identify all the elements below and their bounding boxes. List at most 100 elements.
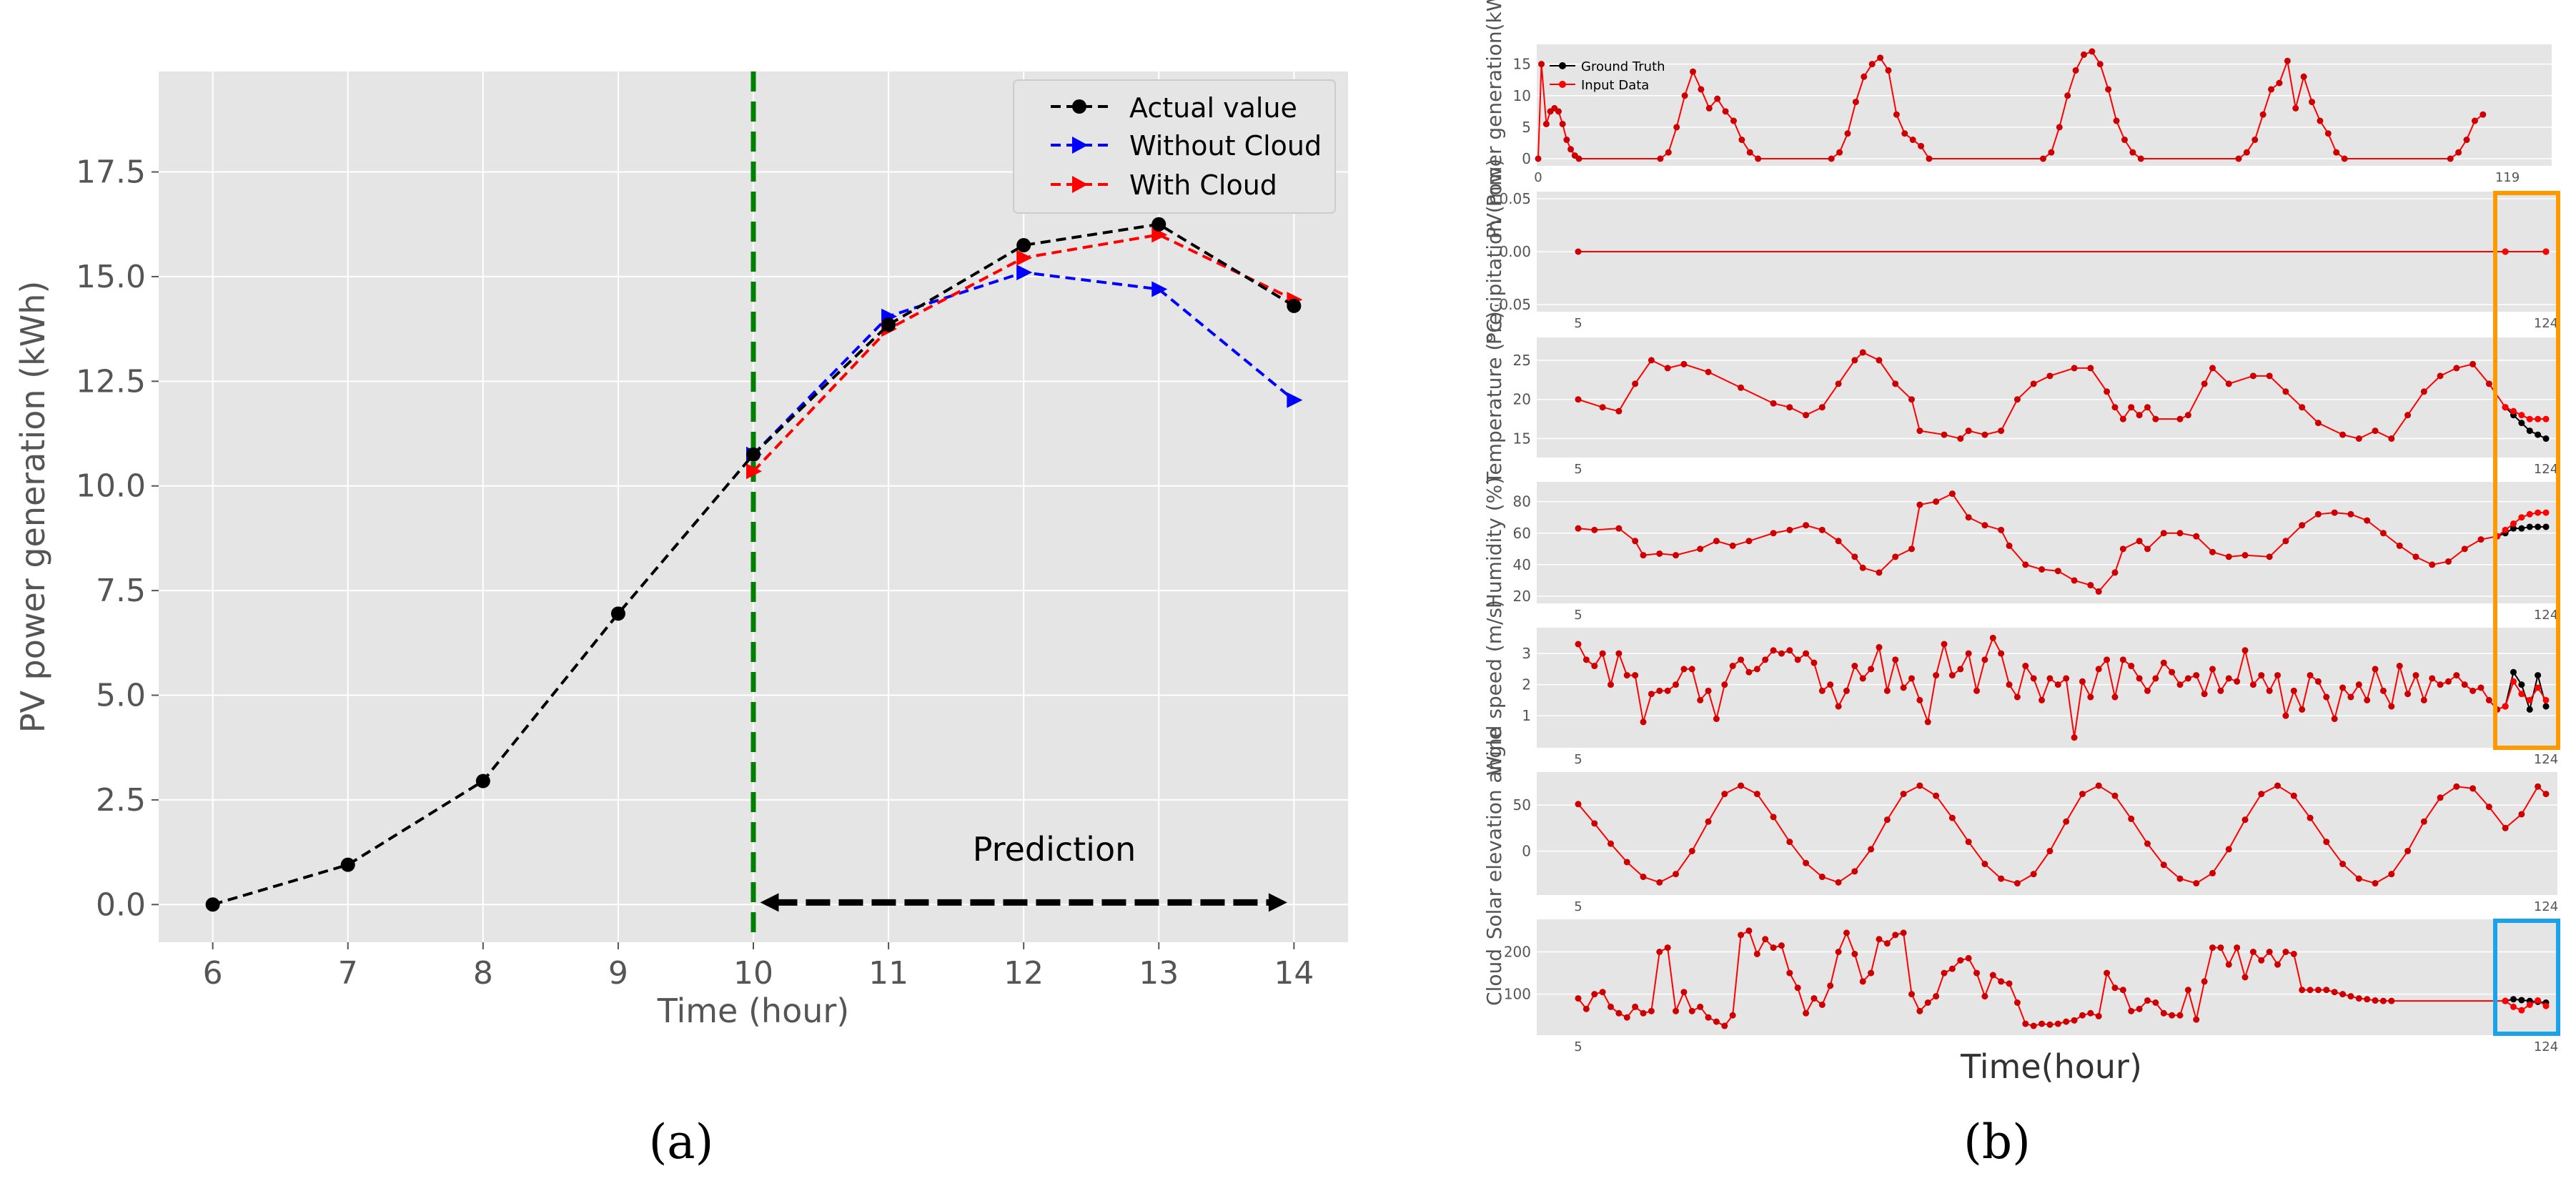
subplot-input-point — [2470, 785, 2477, 792]
subplot-input-point — [1941, 969, 1948, 977]
subplot-forecast-point — [2526, 696, 2533, 703]
subplot-input-point — [2096, 61, 2104, 68]
subplot-forecast-point — [2526, 510, 2533, 518]
subplot-input-point — [2444, 678, 2452, 685]
subplot-input-point — [2314, 678, 2322, 685]
subplot-forecast-point — [2518, 514, 2525, 521]
subplot-input-point — [2136, 675, 2143, 682]
subplot-input-point — [2054, 681, 2061, 688]
subplot-input-point — [1892, 656, 1899, 663]
subplot-input-point — [1681, 92, 1688, 99]
subplot-input-point — [2234, 944, 2241, 952]
subplot-ylabel: Temperature (°C) — [1482, 311, 1506, 485]
a-tick-label-x: 10 — [733, 955, 773, 992]
subplot-input-point — [1876, 643, 1883, 651]
panel-a: 6 7 8 9 10 11 12 13 14 0.0 2.5 5.0 7.5 10.0 12.5 15.0 17… — [14, 71, 1348, 1030]
subplot-input-point — [1981, 431, 1988, 438]
subplot-input-point — [2323, 693, 2330, 701]
subplot-input-point — [2324, 130, 2332, 137]
subplot-input-point — [2217, 687, 2224, 694]
subplot-input-point — [2119, 656, 2126, 663]
subplot-input-point — [2030, 871, 2037, 878]
subplot-input-point — [1770, 814, 1777, 821]
subplot-forecast-point — [2502, 404, 2509, 411]
subplot-input-point — [1909, 137, 1916, 144]
subplot-input-point — [1836, 149, 1843, 156]
subplot-input-point — [2209, 365, 2216, 372]
subplot-input-point — [2087, 1009, 2094, 1017]
subplot-input-point — [1607, 681, 1615, 688]
subplot-input-point — [2347, 510, 2354, 518]
subplot-input-point — [1753, 791, 1760, 798]
subplot-input-point — [2276, 79, 2283, 87]
subplot-input-point — [2225, 553, 2232, 560]
subplot-ylabel: Cloud — [1482, 949, 1506, 1006]
subplot-input-point — [1965, 514, 1972, 521]
legend-label-without-cloud: Without Cloud — [1129, 130, 1322, 162]
subplot-input-point — [1567, 146, 1575, 153]
subplot-input-point — [1640, 718, 1647, 726]
subplot-input-point — [2144, 404, 2151, 411]
subplot-input-point — [1835, 949, 1842, 955]
subplot-input-point — [2152, 415, 2159, 422]
subplot-tick-label-y: 0.05 — [1499, 190, 1531, 207]
subplot-truth-point — [2526, 706, 2533, 713]
subplot-input-point — [2388, 435, 2395, 443]
subplot-input-point — [2048, 149, 2055, 156]
subplot-input-point — [2111, 693, 2119, 701]
subplot-input-point — [2136, 1005, 2143, 1012]
subplot-input-point — [1713, 1018, 1720, 1025]
subplot-input-point — [2364, 517, 2371, 524]
subplot-input-point — [1721, 791, 1728, 798]
subplot-input-point — [2193, 1016, 2200, 1023]
subplot-input-point — [2299, 987, 2306, 994]
subplot-input-point — [1582, 656, 1590, 663]
subplot-input-point — [1818, 874, 1826, 881]
subplot-input-point — [2251, 137, 2259, 144]
subplot-input-point — [1893, 111, 1900, 118]
subplot-input-point — [2266, 687, 2273, 694]
subplot-2: 0.05 0.00 -0.05 5 124 Precipitation (mm) — [1482, 159, 2558, 345]
subplot-forecast-point — [2502, 248, 2509, 255]
subplot-input-point — [2372, 880, 2379, 887]
subplot-input-point — [2249, 372, 2257, 380]
subplot-input-point — [1901, 130, 1908, 137]
a-tick-label-x: 14 — [1274, 955, 1314, 992]
subplot-input-point — [1770, 400, 1777, 407]
subplot-input-point — [1575, 248, 1582, 255]
a-tick-label-x: 12 — [1004, 955, 1044, 992]
subplot-ylabel: Solar elevation angle — [1482, 728, 1506, 939]
subplot-forecast-point — [2526, 1001, 2533, 1008]
subplot-input-point — [1810, 659, 1818, 666]
subplot-truth-point — [2535, 431, 2542, 438]
subplot-input-point — [1852, 99, 1859, 106]
subplot-forecast-point — [2535, 509, 2542, 516]
subplot-tick-label-y: 60 — [1513, 525, 1531, 542]
subplot-input-point — [1697, 545, 1704, 553]
subplot-tick-label-y: 200 — [1504, 944, 1531, 961]
subplot-truth-point — [2535, 523, 2542, 530]
subplot-input-point — [1924, 999, 1931, 1006]
subplot-input-point — [2072, 66, 2079, 74]
subplot-input-point — [2030, 675, 2037, 682]
subplot-tick-label-x-end: 119 — [2495, 170, 2520, 185]
subplot-plot-area — [1537, 482, 2557, 603]
subplot-input-point — [1632, 672, 1639, 679]
subplot-input-point — [2184, 412, 2191, 419]
subplot-input-point — [1755, 155, 1762, 162]
subplot-forecast-point — [2526, 415, 2533, 422]
panel-a-legend: Actual value Without Cloud With Cloud — [1013, 79, 1336, 214]
subplot-input-point — [1575, 995, 1582, 1002]
legend-marker-actual — [1072, 99, 1086, 114]
subplot-input-point — [1599, 989, 1606, 996]
subplot-input-point — [2485, 696, 2492, 703]
subplot-input-point — [1900, 791, 1907, 798]
subplot-input-point — [2022, 1020, 2029, 1027]
subplot-input-point — [1673, 552, 1680, 559]
subplot-input-point — [1778, 942, 1785, 949]
a-tick-label-x: 6 — [203, 955, 223, 992]
subplot-input-point — [1948, 814, 1956, 821]
subplot-input-point — [2355, 435, 2362, 443]
subplot-input-point — [1656, 879, 1663, 886]
subplot-tick-label-x-start: 5 — [1574, 1039, 1582, 1054]
